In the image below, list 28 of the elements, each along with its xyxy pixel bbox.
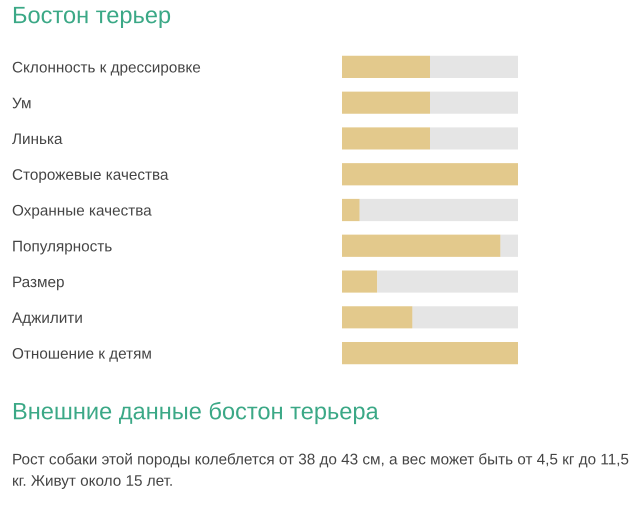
y-tick-label: Линька	[12, 133, 62, 144]
bar	[342, 163, 518, 186]
bar	[342, 306, 412, 328]
text: Внешние данные бостон терьера	[14, 402, 379, 424]
y-tick-label: Сторожевые качества	[12, 169, 168, 183]
bar	[430, 127, 518, 150]
y-tick-label: Популярность	[13, 240, 112, 254]
bar	[430, 92, 518, 114]
bar	[412, 306, 518, 328]
bar	[500, 234, 518, 257]
text: Бостон терьер	[14, 6, 170, 28]
bar	[377, 270, 518, 293]
y-tick-label: Склонность к дрессировке	[12, 62, 200, 76]
bar	[342, 127, 430, 150]
y-tick-label: Отношение к детям	[12, 348, 151, 362]
bar	[342, 56, 430, 78]
y-tick-label: Аджилити	[12, 312, 82, 326]
bar	[342, 342, 518, 364]
y-tick-label: Охранные качества	[12, 204, 152, 219]
bar	[430, 56, 518, 78]
bar	[342, 234, 500, 257]
y-tick-label: Ум	[12, 98, 30, 108]
bar	[342, 270, 378, 293]
bar	[342, 92, 430, 114]
bar	[360, 198, 518, 222]
text: Рост собаки этой породы колеблется от 38 до 43 см, а вес может быть от 4,5 кг до 11,5 кг. Живут около 15 лет.	[13, 453, 628, 489]
bar	[342, 198, 360, 222]
y-tick-label: Размер	[13, 276, 64, 290]
